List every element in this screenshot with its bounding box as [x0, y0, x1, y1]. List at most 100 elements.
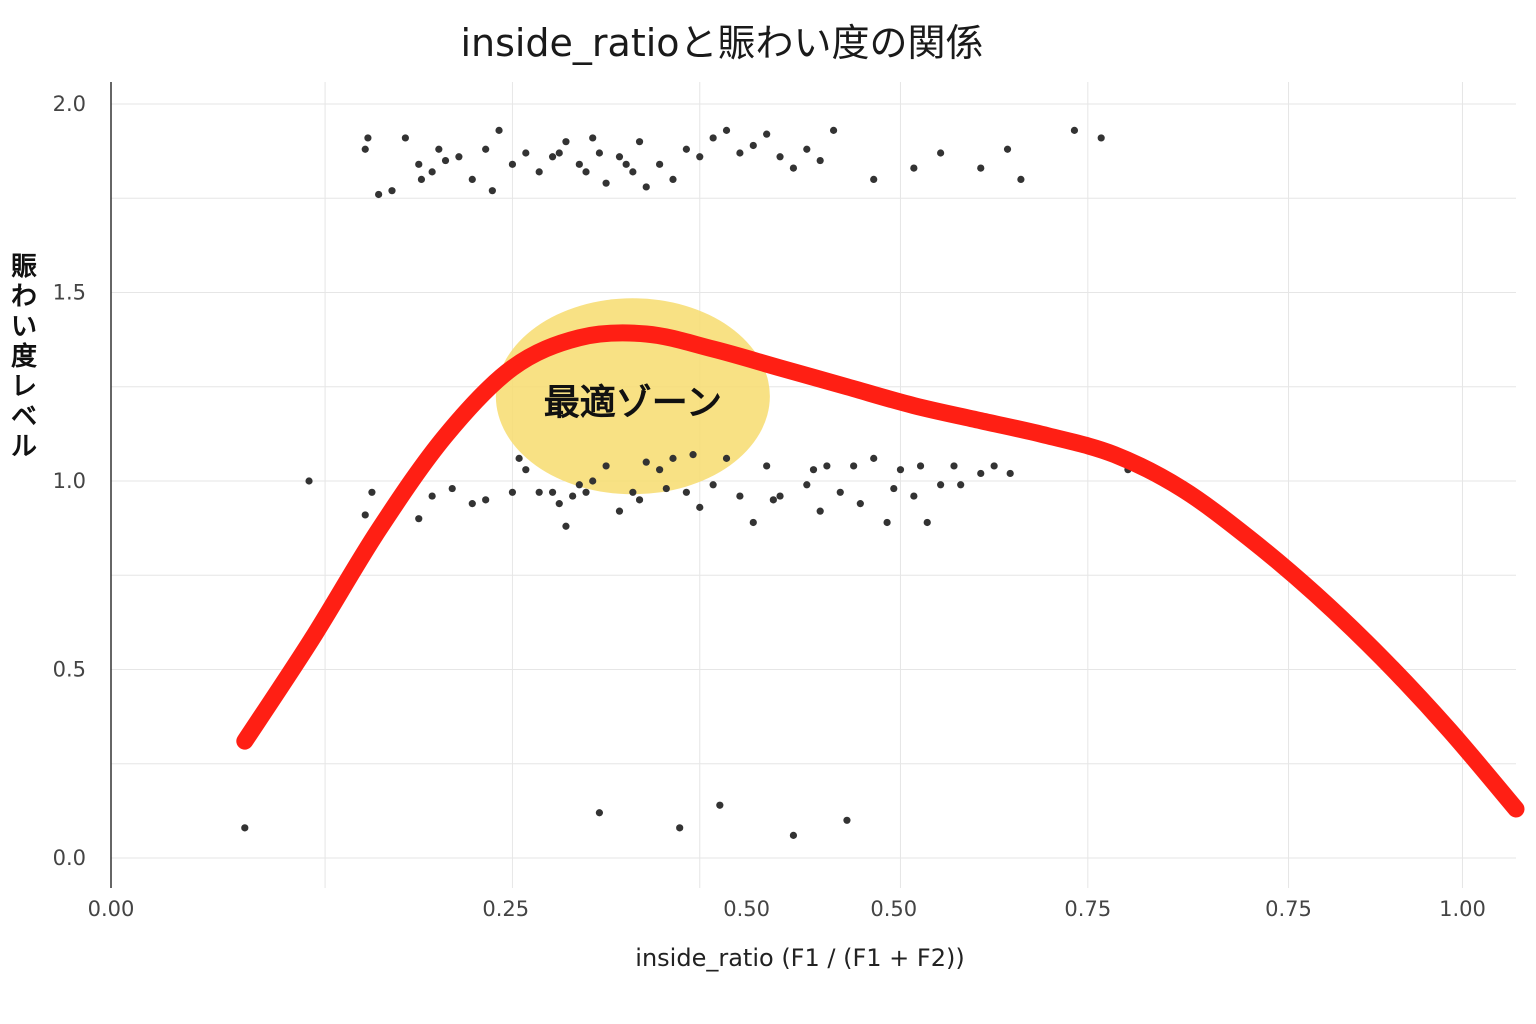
data-point	[428, 492, 436, 500]
data-point	[682, 145, 690, 153]
data-point	[957, 481, 965, 489]
data-point	[676, 824, 684, 832]
data-point	[883, 518, 891, 527]
data-point	[241, 824, 249, 832]
data-point	[595, 149, 604, 157]
data-point	[455, 153, 463, 161]
data-point	[890, 484, 898, 493]
data-point	[910, 492, 918, 500]
trend-curve	[236, 324, 1525, 818]
data-point	[562, 522, 570, 530]
y-tick-label: 1.0	[53, 469, 86, 493]
data-point	[763, 130, 771, 138]
data-point	[375, 190, 383, 199]
data-point	[575, 160, 583, 168]
data-point	[1070, 126, 1079, 134]
data-point	[582, 488, 590, 496]
y-axis-label-char: 賑	[11, 252, 37, 282]
data-point	[656, 160, 664, 168]
scatter-points	[241, 126, 1132, 839]
data-point	[656, 466, 664, 474]
data-point	[361, 511, 369, 519]
y-axis-label-char: ベ	[11, 402, 37, 432]
data-point	[575, 481, 583, 489]
y-axis-label-char: い	[11, 312, 37, 342]
data-point	[441, 156, 450, 165]
data-point	[682, 488, 690, 496]
data-point	[749, 518, 757, 527]
data-point	[1017, 175, 1025, 183]
data-point	[736, 149, 744, 157]
data-point	[582, 168, 590, 176]
data-point	[415, 515, 423, 523]
data-point	[1097, 134, 1105, 142]
data-point	[635, 496, 644, 504]
x-tick-label: 0.50	[723, 897, 770, 921]
data-point	[736, 492, 744, 500]
data-point	[709, 134, 717, 142]
x-tick-label: 0.50	[870, 897, 917, 921]
data-point	[789, 164, 798, 172]
x-tick-label: 0.00	[88, 897, 135, 921]
data-point	[495, 126, 503, 134]
optimal-zone-label: 最適ゾーン	[544, 382, 722, 423]
data-point	[642, 183, 650, 191]
y-axis-label-char: わ	[11, 282, 37, 312]
data-point	[816, 156, 824, 165]
y-tick-label: 0.0	[53, 846, 86, 870]
data-point	[1006, 469, 1014, 478]
data-point	[468, 500, 476, 508]
data-point	[923, 518, 931, 527]
data-point	[749, 141, 757, 150]
data-point	[937, 481, 945, 489]
data-point	[977, 164, 985, 172]
data-point	[870, 175, 878, 183]
data-point	[548, 153, 557, 161]
data-point	[515, 454, 523, 462]
data-point	[548, 488, 557, 496]
data-point	[669, 175, 677, 183]
data-point	[635, 138, 644, 146]
data-point	[401, 134, 409, 142]
data-point	[843, 816, 851, 824]
data-point	[562, 138, 570, 146]
data-point	[977, 469, 985, 478]
y-axis-label-char: レ	[11, 372, 37, 402]
data-point	[937, 149, 945, 157]
data-point	[629, 488, 637, 496]
data-point	[910, 164, 918, 172]
data-point	[448, 484, 456, 493]
data-point	[856, 500, 864, 508]
chart-title: inside_ratioと賑わい度の関係	[460, 21, 983, 65]
data-point	[602, 462, 610, 470]
data-point	[569, 492, 577, 500]
data-point	[722, 454, 731, 462]
data-point	[789, 831, 798, 839]
data-point	[535, 168, 543, 176]
data-point	[769, 496, 777, 504]
data-point	[428, 168, 436, 176]
data-point	[696, 503, 704, 511]
data-point	[823, 462, 831, 470]
data-point	[763, 462, 771, 470]
data-point	[535, 488, 543, 496]
data-point	[776, 492, 784, 500]
data-point	[836, 488, 844, 496]
data-point	[415, 160, 423, 168]
y-axis-label-char: 度	[11, 341, 37, 372]
data-point	[622, 160, 630, 168]
data-point	[589, 134, 597, 142]
data-point	[850, 462, 858, 470]
data-point	[508, 160, 517, 168]
data-point	[669, 454, 677, 462]
y-axis-label: 賑わい度レベル	[11, 252, 37, 462]
data-point	[950, 462, 958, 470]
x-tick-label: 1.00	[1439, 897, 1486, 921]
data-point	[629, 168, 637, 176]
data-point	[776, 153, 784, 161]
data-point	[803, 481, 811, 489]
data-point	[482, 145, 490, 153]
data-point	[642, 458, 650, 466]
data-point	[896, 466, 905, 474]
